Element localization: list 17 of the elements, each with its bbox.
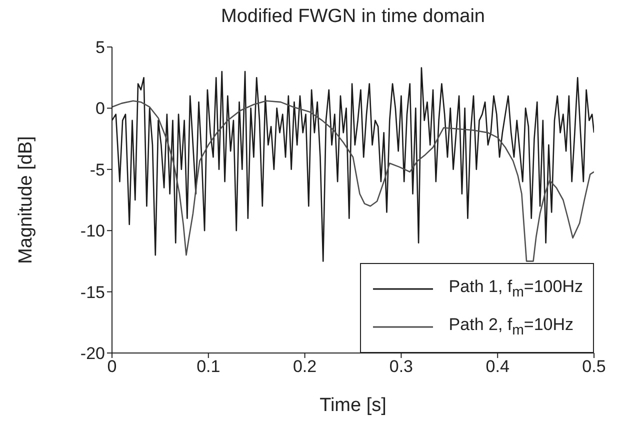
legend-label: Path 1, f$_{m}$=100Hz <box>448 277 583 301</box>
legend-label: Path 2, f$_{m}$=10Hz <box>448 315 574 339</box>
y-tick-label: -20 <box>80 344 105 364</box>
y-tick-label: 5 <box>96 38 105 58</box>
y-tick-label: -5 <box>90 160 105 180</box>
x-tick-label: 0.4 <box>486 357 510 376</box>
x-tick-label: 0.1 <box>196 357 220 376</box>
y-tick-label: -10 <box>80 222 105 241</box>
x-axis-title: Time [s] <box>320 395 386 416</box>
x-tick-label: 0.5 <box>582 357 606 376</box>
x-tick-label: 0.2 <box>292 357 317 376</box>
chart-title: Modified FWGN in time domain <box>220 6 486 28</box>
y-tick-label: 0 <box>96 99 105 118</box>
x-tick-label: 0.3 <box>389 357 414 376</box>
line-series <box>112 100 594 262</box>
y-axis-title: Magnitude [dB] <box>16 136 37 264</box>
y-tick-label: -15 <box>80 282 105 302</box>
